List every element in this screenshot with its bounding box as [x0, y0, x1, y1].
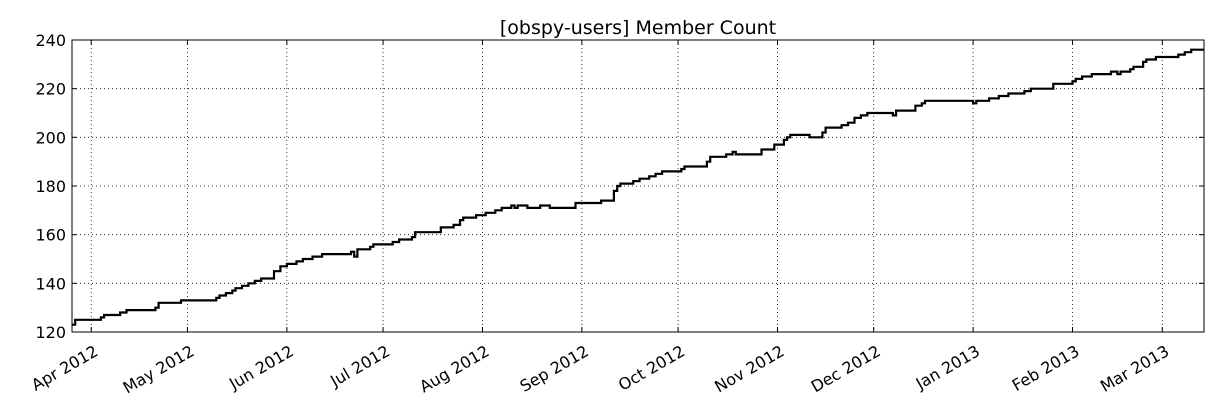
y-tick-label: 160 — [35, 226, 66, 245]
member-count-line — [72, 48, 1204, 326]
y-tick-label: 240 — [35, 31, 66, 50]
y-tick-label: 180 — [35, 177, 66, 196]
y-tick-label: 220 — [35, 80, 66, 99]
grid-lines — [72, 40, 1204, 332]
y-tick-label: 200 — [35, 128, 66, 147]
y-axis: 120 140 160 180 200 220 240 — [35, 31, 1204, 342]
series-layer — [72, 48, 1204, 326]
chart-title: [obspy-users] Member Count — [500, 17, 776, 39]
y-tick-label: 120 — [35, 323, 66, 342]
y-tick-label: 140 — [35, 274, 66, 293]
